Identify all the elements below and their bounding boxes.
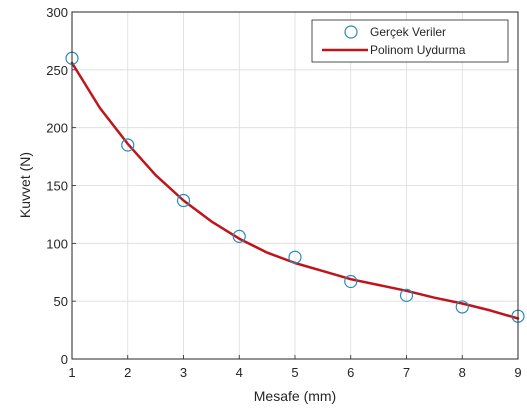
data-point — [455, 300, 469, 314]
y-axis-label: Kuvvet (N) — [17, 152, 33, 218]
x-tick-label: 6 — [347, 365, 354, 380]
legend: Gerçek Veriler Polinom Uydurma — [311, 19, 509, 63]
x-tick-label: 8 — [459, 365, 466, 380]
legend-label-gercek-veriler: Gerçek Veriler — [370, 25, 446, 39]
y-tick-label: 100 — [46, 236, 68, 251]
plot-frame — [71, 11, 519, 360]
y-tick-label: 300 — [46, 5, 68, 20]
legend-label-polinom-uydurma: Polinom Uydurma — [370, 43, 466, 57]
y-tick-label: 200 — [46, 121, 68, 136]
y-tick-label: 0 — [61, 352, 68, 367]
x-axis-label: Mesafe (mm) — [254, 388, 336, 404]
legend-marker-gercek-veriler — [344, 25, 358, 39]
x-tick-label: 3 — [180, 365, 187, 380]
data-point — [121, 138, 135, 152]
tick-labels: 1 2 3 4 5 6 7 8 9 0 50 100 150 200 250 300 — [46, 5, 521, 380]
x-tick-label: 7 — [403, 365, 410, 380]
y-tick-label: 250 — [46, 63, 68, 78]
x-tick-label: 1 — [68, 365, 75, 380]
legend-box — [311, 19, 509, 63]
y-tick-label: 50 — [54, 294, 68, 309]
x-tick-label: 2 — [124, 365, 131, 380]
data-point — [176, 193, 191, 208]
x-tick-label: 9 — [514, 365, 521, 380]
y-tick-label: 150 — [46, 179, 68, 194]
x-tick-label: 4 — [236, 365, 243, 380]
data-point — [344, 274, 358, 289]
data-point — [399, 288, 414, 302]
data-point — [288, 250, 302, 264]
data-point — [232, 229, 246, 243]
x-tick-label: 5 — [291, 365, 298, 380]
